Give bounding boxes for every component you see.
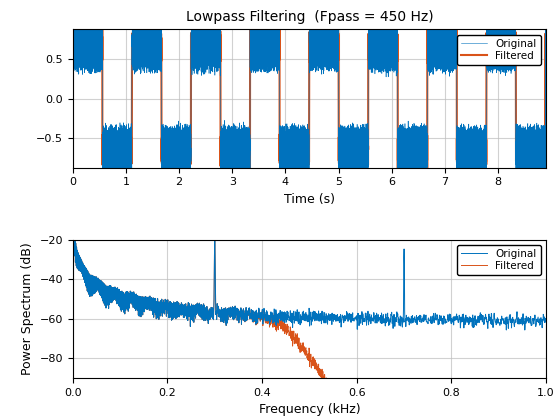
Original: [521, 328, 528, 333]
Filtered: [70, 206, 77, 211]
Original: [479, 313, 486, 318]
Original: [70, 206, 77, 211]
Original: [82, 265, 88, 270]
Filtered: [394, 170, 401, 175]
Filtered: [161, 160, 167, 165]
Line: Original: Original: [73, 13, 546, 181]
Legend: Original, Filtered: Original, Filtered: [457, 245, 541, 275]
Original: [314, 11, 321, 16]
Original: [478, 179, 484, 184]
Original: [123, 176, 129, 181]
Filtered: [470, 156, 477, 161]
Filtered: [454, 21, 460, 26]
Original: [180, 147, 186, 152]
Original: [458, 319, 464, 324]
Original: [161, 170, 167, 175]
Filtered: [279, 324, 286, 329]
Filtered: [543, 62, 549, 67]
Original: [253, 32, 259, 37]
Original: [543, 63, 549, 68]
Line: Filtered: Filtered: [73, 24, 546, 172]
Filtered: [498, 40, 505, 45]
Legend: Original, Filtered: Original, Filtered: [457, 34, 541, 65]
Title: Lowpass Filtering  (Fpass = 450 Hz): Lowpass Filtering (Fpass = 450 Hz): [185, 10, 433, 24]
X-axis label: Frequency (kHz): Frequency (kHz): [259, 403, 360, 416]
Filtered: [69, 39, 76, 44]
Original: [279, 315, 286, 320]
Line: Original: Original: [73, 209, 546, 330]
Filtered: [253, 41, 259, 46]
Line: Filtered: Filtered: [73, 209, 546, 420]
Y-axis label: Power Spectrum (dB): Power Spectrum (dB): [21, 242, 34, 375]
Filtered: [111, 284, 118, 289]
X-axis label: Time (s): Time (s): [284, 193, 335, 206]
Original: [542, 320, 548, 325]
Original: [69, 221, 76, 226]
Original: [111, 284, 118, 289]
Original: [69, 39, 76, 44]
Filtered: [69, 221, 76, 226]
Original: [543, 318, 549, 323]
Original: [470, 160, 477, 165]
Original: [498, 28, 505, 33]
Filtered: [82, 265, 88, 270]
Filtered: [180, 148, 186, 153]
Filtered: [123, 161, 129, 166]
